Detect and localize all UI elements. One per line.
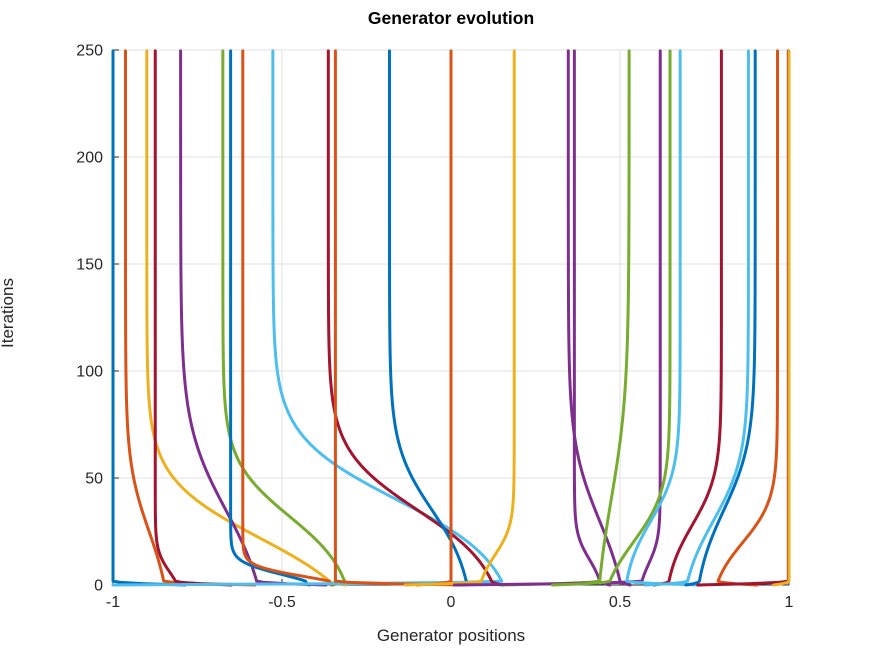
trajectory-line-gen-15 (566, 49, 632, 587)
chart-title: Generator evolution (367, 8, 535, 28)
x-tick-label: 1 (785, 594, 794, 611)
y-axis-label: Iterations (0, 278, 17, 348)
trajectory-line-gen-11 (333, 49, 465, 587)
trajectory-line-gen-10 (326, 49, 505, 587)
trajectory-line-gen-22 (643, 49, 750, 587)
trajectory-line-gen-06 (221, 49, 347, 587)
x-tick-label: -1 (106, 594, 120, 611)
trajectory-line-gen-14 (403, 49, 516, 587)
trajectory-line-gen-26 (772, 49, 791, 587)
y-tick-label: 150 (76, 257, 103, 274)
y-tick-label: 0 (94, 578, 103, 595)
x-tick-label: 0 (447, 594, 456, 611)
trajectory-line-gen-07 (229, 49, 311, 587)
trajectory-line-gen-04 (153, 49, 233, 587)
trajectory-line-gen-23 (684, 49, 757, 587)
trajectory-line-gen-13 (415, 49, 453, 587)
x-axis-label: Generator positions (376, 626, 526, 645)
y-tick-label: 100 (76, 364, 103, 381)
trajectory-line-gen-19 (550, 49, 672, 587)
trajectory-line-gen-16 (572, 49, 612, 587)
trajectory-line-gen-02 (124, 49, 257, 587)
y-tick-label: 250 (76, 43, 103, 60)
y-tick-label: 50 (85, 471, 103, 488)
y-tick-label: 200 (76, 150, 103, 167)
trajectory-line-gen-17 (498, 49, 631, 587)
series-group (111, 49, 791, 587)
trajectory-line-gen-24 (716, 49, 780, 587)
trajectory-line-gen-21 (652, 49, 723, 587)
trajectory-line-gen-01 (111, 49, 187, 587)
trajectory-line-gen-05 (179, 49, 328, 587)
trajectory-line-gen-25 (696, 49, 790, 587)
trajectory-line-gen-12 (387, 49, 468, 587)
trajectory-line-gen-09 (111, 49, 504, 587)
x-tick-label: -0.5 (268, 594, 296, 611)
trajectory-line-gen-03 (145, 49, 348, 587)
trajectory-line-gen-20 (625, 49, 703, 587)
trajectory-line-gen-08 (241, 49, 335, 587)
x-tick-label: 0.5 (609, 594, 631, 611)
